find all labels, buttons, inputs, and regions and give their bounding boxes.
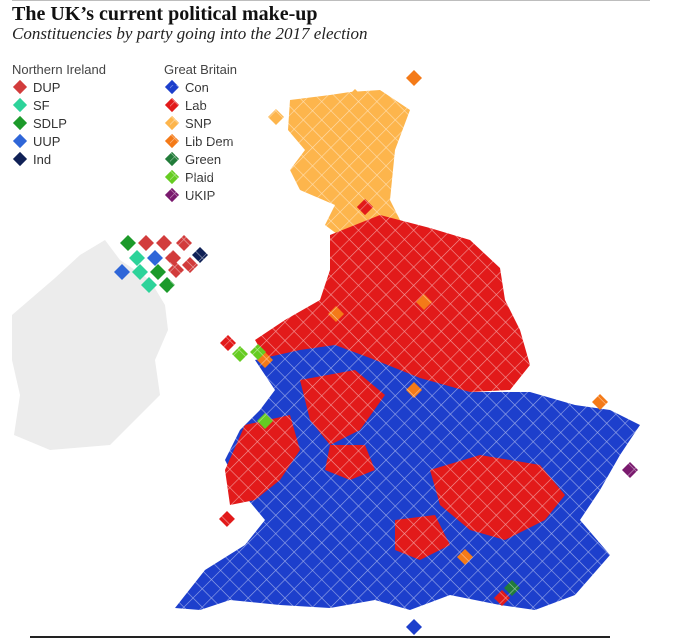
legend-item-dup: DUP xyxy=(12,78,106,96)
legend-item-ind: Ind xyxy=(12,150,106,168)
legend-item-sf: SF xyxy=(12,96,106,114)
legend-label: SF xyxy=(33,97,50,113)
page-title: The UK’s current political make-up xyxy=(12,3,318,25)
ni-seat-sdlp xyxy=(120,235,136,251)
bottom-rule xyxy=(30,636,610,638)
ni-seat-sf xyxy=(141,277,157,293)
gb-seat-lib-dem xyxy=(406,70,422,86)
legend-northern-ireland: Northern Ireland DUP SF SDLP UUP Ind xyxy=(12,61,106,168)
legend-item-uup: UUP xyxy=(12,132,106,150)
legend-heading-great-britain: Great Britain xyxy=(164,62,237,77)
legend-item-sdlp: SDLP xyxy=(12,114,106,132)
ni-seat-sdlp xyxy=(150,264,166,280)
ni-seat-dup xyxy=(138,235,154,251)
legend-label: Ind xyxy=(33,151,52,167)
legend-label: SDLP xyxy=(33,115,67,131)
ni-seat-uup xyxy=(114,264,130,280)
gb-seat-con xyxy=(406,619,422,635)
tile-grid-overlay xyxy=(170,85,650,620)
ni-seat-dup xyxy=(156,235,172,251)
legend-label: DUP xyxy=(33,79,61,95)
ireland-landmass xyxy=(12,240,168,450)
legend-label: UUP xyxy=(33,133,61,149)
legend-heading-northern-ireland: Northern Ireland xyxy=(12,62,106,77)
top-rule xyxy=(12,0,650,1)
ni-seat-sf xyxy=(132,264,148,280)
ni-seat-uup xyxy=(147,250,163,266)
page-subtitle: Constituencies by party going into the 2… xyxy=(12,24,368,43)
ni-seat-sf xyxy=(129,250,145,266)
